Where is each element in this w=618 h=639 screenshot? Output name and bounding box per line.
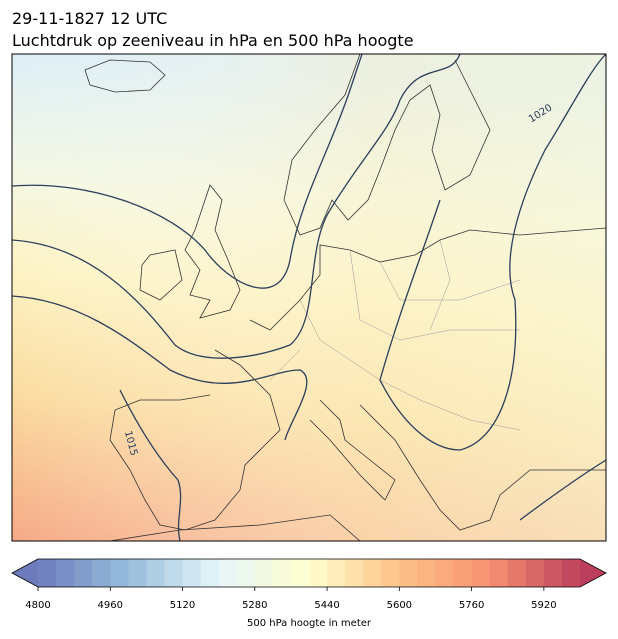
coastline-britain	[184, 184, 241, 319]
colorbar-segment	[525, 559, 545, 587]
subtitle: Luchtdruk op zeeniveau in hPa en 500 hPa…	[12, 31, 414, 50]
colorbar-segment	[218, 559, 238, 587]
colorbar-segment	[399, 559, 418, 587]
isobar	[12, 54, 461, 359]
colorbar-tick-label: 4960	[98, 600, 123, 611]
colorbar-colors	[12, 559, 606, 587]
colorbar-segment	[200, 559, 220, 587]
coastline-balkans	[359, 404, 606, 531]
height-field-overlay	[12, 54, 606, 541]
coastline-italy	[309, 399, 396, 501]
colorbar: 4800 4960 5120 5280 5440 5600 5760 5920	[11, 558, 607, 611]
colorbar-tick-label: 5120	[170, 600, 195, 611]
colorbar-segment	[254, 559, 274, 587]
colorbar-segment	[543, 559, 563, 587]
colorbar-segment	[146, 559, 165, 587]
colorbar-segment	[236, 559, 256, 587]
colorbar-segment	[561, 559, 581, 587]
colorbar-segment	[345, 559, 364, 587]
colorbar-segment	[56, 559, 75, 587]
colorbar-segment	[471, 559, 491, 587]
colorbar-segment	[507, 559, 527, 587]
colorbar-segment	[110, 559, 129, 587]
colorbar-tick-label: 5600	[387, 600, 412, 611]
colorbar-segment	[327, 559, 346, 587]
colorbar-segment	[309, 559, 328, 587]
isobar	[12, 54, 363, 289]
isobar	[12, 295, 308, 441]
colorbar-segment	[272, 559, 292, 587]
colorbar-segment	[435, 559, 455, 587]
colorbar-extend-low	[12, 559, 38, 587]
colorbar-label: 500 hPa hoogte in meter	[247, 618, 372, 629]
coastline-ireland	[139, 249, 183, 301]
title: 29-11-1827 12 UTC	[12, 9, 167, 28]
coastline-scandinavia	[283, 54, 491, 236]
colorbar-segment	[74, 559, 93, 587]
colorbar-segment	[38, 559, 57, 587]
colorbar-segment	[363, 559, 382, 587]
colorbar-segment	[290, 559, 310, 587]
colorbar-tick-label: 5280	[242, 600, 267, 611]
colorbar-tick-label: 5440	[314, 600, 339, 611]
colorbar-tick-label: 5760	[459, 600, 484, 611]
isobar	[519, 459, 606, 521]
isobar-1020	[379, 54, 606, 451]
map: 1020 1015	[12, 54, 606, 541]
colorbar-segment	[417, 559, 436, 587]
colorbar-segment	[489, 559, 509, 587]
coastline-continent	[249, 227, 606, 331]
colorbar-segment	[164, 559, 184, 587]
colorbar-segment	[453, 559, 473, 587]
colorbar-tick-label: 4800	[25, 600, 50, 611]
colorbar-extend-high	[580, 559, 606, 587]
coastline-iceland	[84, 59, 166, 93]
colorbar-outline	[11, 558, 607, 588]
colorbar-segment	[182, 559, 202, 587]
isobar-1015	[119, 389, 182, 541]
colorbar-segment	[92, 559, 111, 587]
coastline-africa	[109, 514, 361, 541]
colorbar-segment	[381, 559, 400, 587]
colorbar-segment	[128, 559, 147, 587]
colorbar-tick-label: 5920	[531, 600, 556, 611]
map-frame	[11, 53, 607, 542]
